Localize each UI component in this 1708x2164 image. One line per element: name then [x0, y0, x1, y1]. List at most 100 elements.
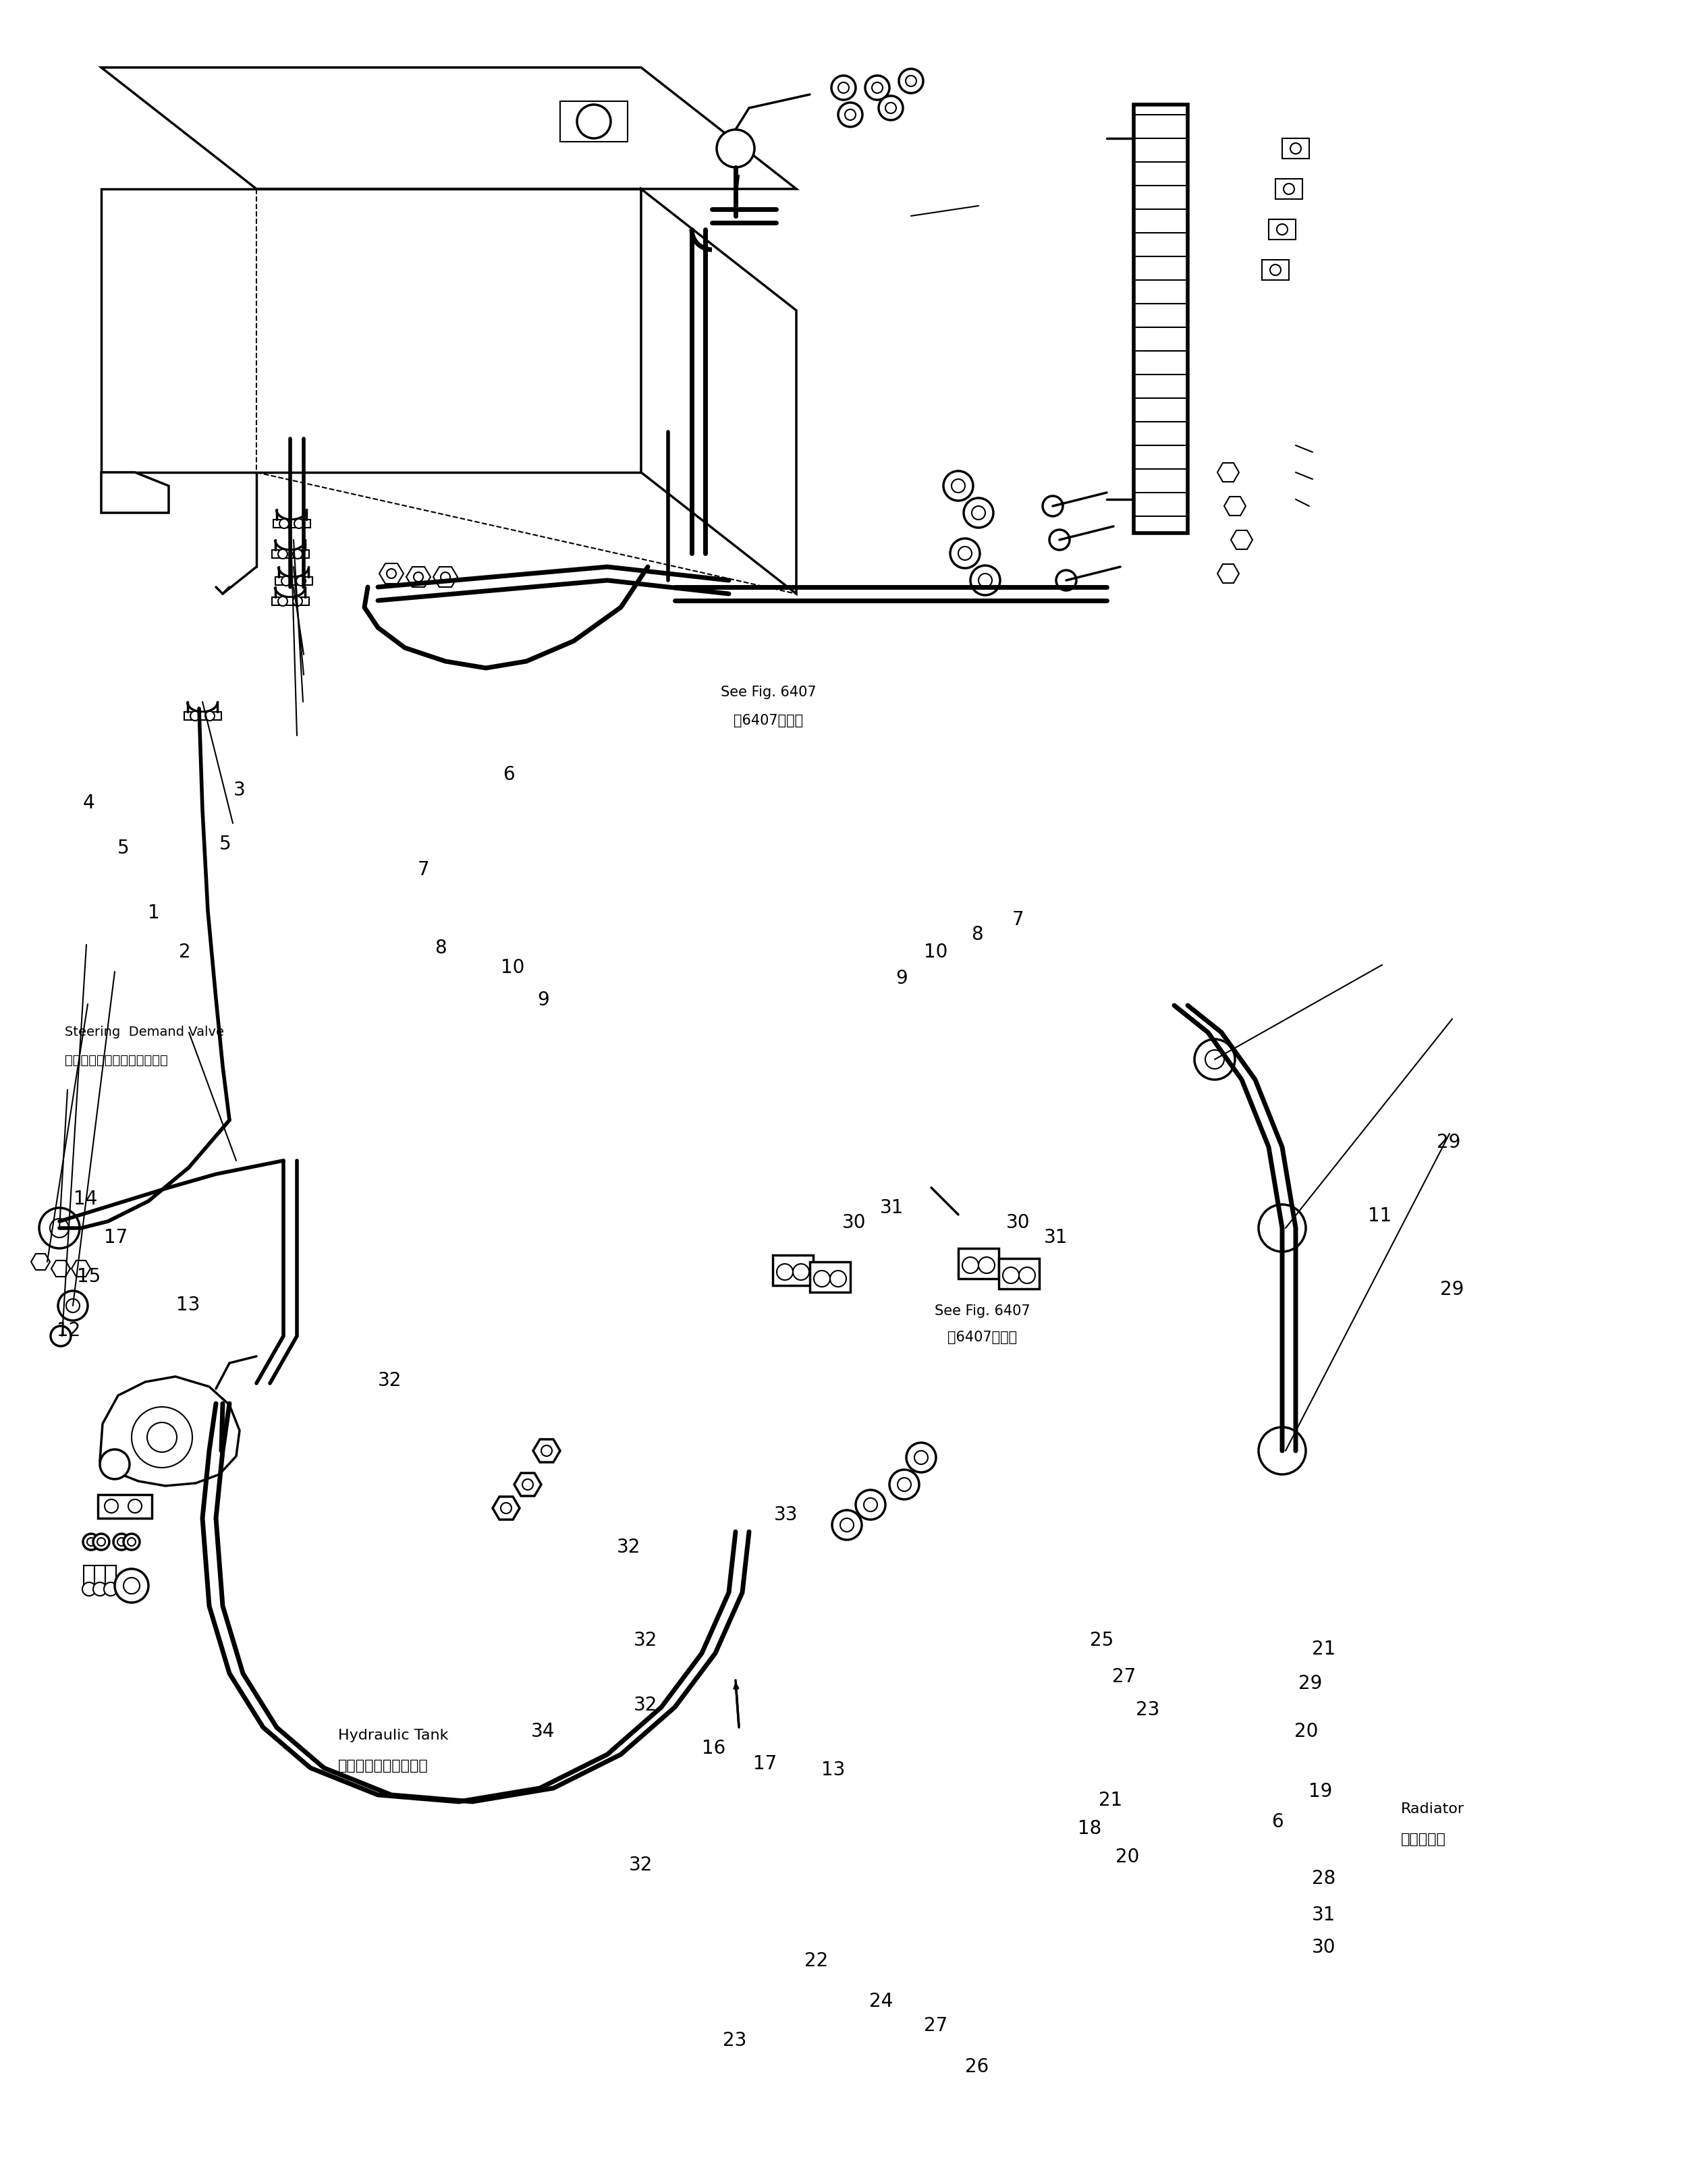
Text: 24: 24: [869, 1993, 893, 2010]
Text: 32: 32: [634, 1697, 658, 1714]
Circle shape: [1206, 1050, 1225, 1069]
Circle shape: [123, 1534, 140, 1549]
Circle shape: [856, 1489, 885, 1519]
Polygon shape: [1218, 565, 1238, 582]
Circle shape: [295, 576, 306, 586]
Text: 34: 34: [531, 1723, 555, 1740]
Circle shape: [1271, 264, 1281, 275]
Text: 5: 5: [118, 840, 128, 857]
Text: 30: 30: [1006, 1214, 1030, 1231]
Circle shape: [87, 1539, 96, 1545]
Circle shape: [292, 550, 302, 558]
Circle shape: [1049, 530, 1069, 550]
Circle shape: [1278, 225, 1288, 236]
Polygon shape: [101, 188, 640, 472]
Circle shape: [950, 539, 980, 569]
Text: 29: 29: [1436, 1134, 1460, 1151]
Circle shape: [832, 1510, 863, 1541]
Text: 31: 31: [1044, 1229, 1068, 1246]
Circle shape: [577, 104, 611, 138]
Circle shape: [104, 1500, 118, 1513]
Polygon shape: [101, 472, 169, 513]
Text: 10: 10: [924, 944, 948, 961]
Text: 2: 2: [179, 944, 190, 961]
Text: 8: 8: [972, 926, 982, 944]
Text: 11: 11: [1368, 1208, 1392, 1225]
Circle shape: [84, 1534, 99, 1549]
Text: 15: 15: [77, 1268, 101, 1285]
Bar: [560, 102, 627, 141]
Text: 27: 27: [924, 2017, 948, 2034]
Text: 33: 33: [774, 1506, 798, 1523]
Circle shape: [907, 1443, 936, 1472]
Circle shape: [94, 1582, 106, 1595]
Text: 26: 26: [965, 2058, 989, 2075]
Text: 6: 6: [1272, 1813, 1283, 1831]
Text: 22: 22: [804, 1952, 828, 1969]
Circle shape: [962, 1257, 979, 1272]
Circle shape: [58, 1292, 87, 1320]
Text: 14: 14: [73, 1190, 97, 1208]
Polygon shape: [434, 567, 458, 586]
Bar: [273, 519, 311, 528]
Bar: [958, 1249, 999, 1279]
Text: ステアリングデマンドバルブ: ステアリングデマンドバルブ: [65, 1054, 167, 1067]
Text: 4: 4: [84, 794, 94, 812]
Text: 30: 30: [1312, 1939, 1336, 1956]
Polygon shape: [51, 1259, 70, 1277]
Circle shape: [147, 1422, 178, 1452]
Text: 10: 10: [500, 959, 524, 976]
Circle shape: [885, 102, 897, 113]
Bar: [94, 1565, 106, 1593]
Circle shape: [839, 82, 849, 93]
Bar: [772, 1255, 813, 1285]
Bar: [1269, 219, 1296, 240]
Polygon shape: [514, 1474, 541, 1495]
Polygon shape: [31, 1253, 50, 1270]
Circle shape: [278, 550, 287, 558]
Bar: [106, 1565, 116, 1593]
Text: 第6407図参照: 第6407図参照: [734, 714, 803, 727]
Text: Radiator: Radiator: [1401, 1803, 1464, 1816]
Text: 第6407図参照: 第6407図参照: [948, 1331, 1016, 1344]
Circle shape: [205, 712, 215, 721]
Text: 32: 32: [617, 1539, 640, 1556]
Circle shape: [1259, 1205, 1307, 1251]
Text: 21: 21: [1312, 1640, 1336, 1658]
Circle shape: [793, 1264, 810, 1281]
Text: See Fig. 6407: See Fig. 6407: [721, 686, 816, 699]
Bar: [1276, 180, 1303, 199]
Circle shape: [39, 1208, 80, 1249]
Circle shape: [51, 1327, 70, 1346]
Circle shape: [1290, 143, 1301, 154]
Text: ラジエータ: ラジエータ: [1401, 1833, 1445, 1846]
Polygon shape: [533, 1439, 560, 1463]
Text: 3: 3: [232, 781, 246, 799]
Text: 23: 23: [1136, 1701, 1160, 1718]
Circle shape: [905, 76, 917, 87]
Circle shape: [1020, 1268, 1035, 1283]
Circle shape: [830, 1270, 845, 1288]
Text: 28: 28: [1312, 1870, 1336, 1887]
Text: 20: 20: [1115, 1848, 1139, 1865]
Text: 17: 17: [753, 1755, 777, 1772]
Text: Steering  Demand Valve: Steering Demand Valve: [65, 1026, 224, 1039]
Polygon shape: [1225, 496, 1245, 515]
Circle shape: [1259, 1426, 1307, 1474]
Text: ハイドロリックタンク: ハイドロリックタンク: [338, 1759, 429, 1772]
Circle shape: [386, 569, 396, 578]
Text: 25: 25: [1090, 1632, 1114, 1649]
Circle shape: [845, 110, 856, 121]
Text: 6: 6: [504, 766, 514, 783]
Circle shape: [500, 1502, 511, 1513]
Bar: [97, 1495, 152, 1519]
Bar: [810, 1262, 851, 1292]
Polygon shape: [640, 188, 796, 593]
Circle shape: [1283, 184, 1295, 195]
Circle shape: [104, 1582, 118, 1595]
Circle shape: [278, 597, 287, 606]
Text: 19: 19: [1308, 1783, 1332, 1800]
Polygon shape: [72, 1259, 91, 1277]
Text: 7: 7: [418, 861, 429, 879]
Circle shape: [958, 547, 972, 560]
